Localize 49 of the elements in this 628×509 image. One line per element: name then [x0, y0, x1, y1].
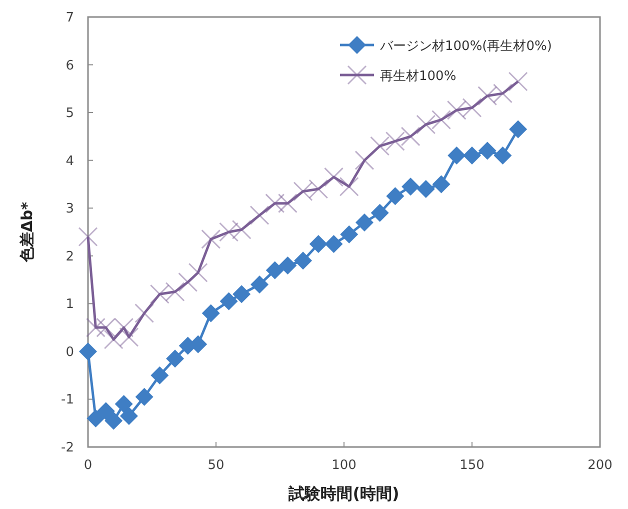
point — [232, 285, 251, 304]
point — [494, 146, 512, 165]
y-axis-title: 色差Δb* — [18, 202, 36, 264]
y-tick-label: 6 — [66, 58, 74, 74]
point — [370, 204, 389, 222]
point — [202, 304, 220, 322]
point — [266, 261, 284, 280]
point — [96, 402, 115, 420]
point — [432, 175, 450, 194]
point — [166, 350, 184, 368]
x-tick-label: 100 — [332, 458, 356, 473]
y-tick-label: 1 — [66, 297, 74, 312]
point — [135, 388, 154, 406]
point — [324, 234, 343, 253]
x-tick-label: 50 — [208, 458, 224, 473]
point — [250, 276, 269, 294]
y-tick-label: 4 — [66, 154, 74, 169]
y-tick-label: -1 — [61, 392, 74, 408]
point — [114, 395, 133, 413]
x-tick-label: 200 — [588, 458, 612, 473]
x-tick-label: 150 — [460, 458, 484, 473]
point — [220, 292, 238, 310]
point — [386, 187, 404, 206]
point — [448, 146, 466, 165]
x-tick-label: 0 — [84, 458, 92, 473]
y-tick-label: -2 — [61, 440, 74, 456]
point — [120, 406, 138, 425]
legend-label: バージン材100%(再生材0%) — [379, 39, 552, 54]
point — [509, 120, 528, 138]
point — [416, 180, 435, 198]
y-tick-label: 0 — [66, 344, 74, 360]
point — [478, 142, 496, 160]
point — [355, 213, 374, 232]
point — [104, 412, 123, 430]
point — [79, 342, 97, 360]
x-axis-title: 試験時間(時間) — [288, 484, 400, 503]
point — [309, 234, 328, 253]
point — [278, 256, 297, 274]
point — [150, 366, 169, 384]
y-tick-label: 2 — [66, 249, 74, 264]
legend-label: 再生材100% — [380, 69, 456, 84]
point — [294, 252, 312, 270]
y-tick-label: 7 — [66, 10, 74, 26]
point — [340, 225, 358, 244]
point — [86, 409, 105, 428]
y-tick-label: 3 — [66, 202, 74, 217]
point — [463, 146, 481, 165]
y-tick-label: 5 — [66, 106, 74, 122]
point — [402, 178, 420, 196]
